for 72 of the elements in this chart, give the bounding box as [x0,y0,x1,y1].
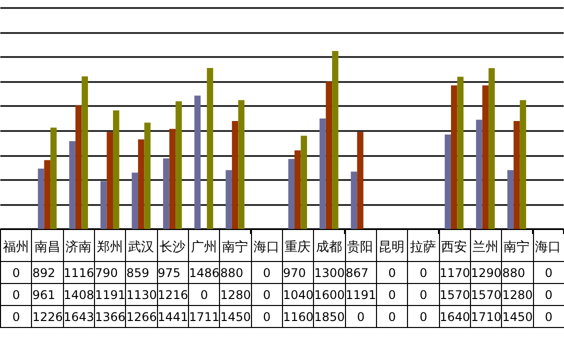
text: 0 [388,288,396,302]
text: 0 [420,288,428,302]
data-label: 1280 [502,284,534,306]
data-label: 1191 [94,284,126,306]
data-label: 859 [126,262,158,284]
text: 0 [12,288,20,302]
text: 0 [12,266,20,280]
data-label: 1570 [470,284,502,306]
data-label: 975 [157,262,188,284]
text: 0 [356,310,365,324]
data-label: 867 [345,262,376,284]
data-label: 1300 [314,262,346,284]
data-label: 1226 [32,306,64,328]
x-tick-label: 南宁 [504,239,530,255]
x-tick-label: 福州 [2,240,29,255]
text: 0 [12,310,20,324]
x-tick-label: 拉萨 [410,240,436,255]
data-label: 1160 [282,306,314,328]
data-label: 1130 [126,284,158,306]
x-tick-label: 成都 [316,240,342,255]
x-tick-label: 济南 [66,240,92,255]
x-tick-label: 兰州 [472,240,498,255]
text: 0 [262,310,271,324]
text: 0 [420,310,428,324]
data-label: 1040 [282,284,314,306]
text: 0 [262,266,271,280]
text: 0 [262,288,271,302]
data-label: 1191 [345,284,376,306]
x-tick-label: 郑州 [96,240,123,255]
data-label: 880 [220,262,252,284]
text: 0 [420,266,428,280]
data-label: 1408 [63,284,94,306]
x-tick-label: 贵阳 [347,240,374,255]
data-label: 1441 [157,306,188,328]
data-label: 1216 [157,284,188,306]
data-label: 1280 [220,284,252,306]
data-label: 1266 [126,306,158,328]
x-tick-label: 昆明 [378,240,405,255]
text: 0 [388,266,396,280]
data-label: 1600 [314,284,346,306]
data-label: 790 [94,262,126,284]
x-tick-label: 长沙 [159,240,186,255]
text: 0 [544,266,553,280]
x-tick-label: 武汉 [128,240,154,255]
data-label: 1710 [470,306,502,328]
data-label: 1640 [439,306,470,328]
text: 0 [200,288,208,302]
data-label: 961 [32,284,64,306]
data-label: 1486 [188,262,220,284]
data-label: 1570 [439,284,470,306]
text: 0 [388,310,396,324]
x-tick-label: 重庆 [284,240,311,255]
data-label: 1170 [439,262,470,284]
data-label: 1643 [63,306,94,328]
data-label: 1116 [63,262,94,284]
data-label: 1850 [314,306,346,328]
text: 0 [544,288,553,302]
data-label: 1711 [188,306,220,328]
data-label: 880 [502,262,534,284]
x-tick-label: 南宁 [222,239,248,255]
text: 0 [544,310,553,324]
x-tick-label: 广州 [190,240,217,255]
x-tick-label: 南昌 [34,240,60,255]
data-label: 970 [282,262,314,284]
data-label: 1290 [470,262,502,284]
data-label: 1366 [94,306,126,328]
data-label: 1450 [502,306,534,328]
x-tick-label: 西安 [441,239,468,255]
x-tick-label: 海口 [253,240,280,255]
data-label: 1450 [220,306,252,328]
data-label: 892 [32,262,64,284]
x-tick-label: 海口 [535,240,562,255]
